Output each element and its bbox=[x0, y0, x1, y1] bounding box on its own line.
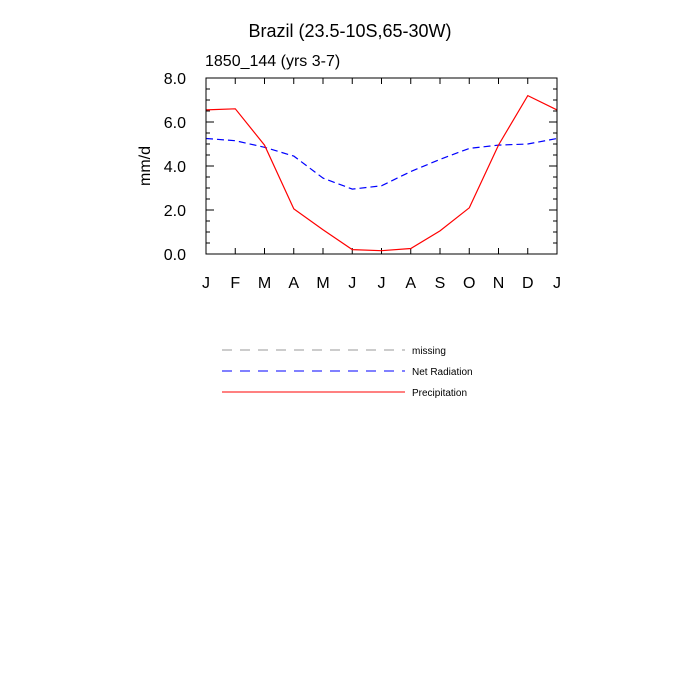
plot-frame bbox=[205, 77, 558, 255]
y-tick-label: 4.0 bbox=[164, 159, 186, 176]
y-tick-labels: 0.0 2.0 4.0 6.0 8.0 bbox=[164, 71, 186, 264]
x-tick-label: M bbox=[258, 275, 271, 292]
y-axis-label: mm/d bbox=[137, 146, 154, 186]
y-tick-label: 6.0 bbox=[164, 115, 186, 132]
x-tick-label: N bbox=[493, 275, 505, 292]
x-tick-label: J bbox=[202, 275, 210, 292]
x-tick-label: J bbox=[378, 275, 386, 292]
chart-title: Brazil (23.5-10S,65-30W) bbox=[248, 21, 451, 41]
x-tick-label: S bbox=[435, 275, 446, 292]
series-line-0 bbox=[205, 137, 558, 190]
legend-label: missing bbox=[412, 346, 446, 357]
x-tick-label: J bbox=[348, 275, 356, 292]
plot-lines bbox=[205, 94, 558, 252]
y-tick-label: 0.0 bbox=[164, 247, 186, 264]
x-tick-label: M bbox=[316, 275, 329, 292]
y-tick-label: 8.0 bbox=[164, 71, 186, 88]
legend-label: Precipitation bbox=[412, 388, 467, 399]
series-line-1 bbox=[205, 94, 558, 252]
x-tick-label: D bbox=[522, 275, 534, 292]
legend-label: Net Radiation bbox=[412, 367, 473, 378]
x-tick-label: F bbox=[230, 275, 240, 292]
y-tick-label: 2.0 bbox=[164, 203, 186, 220]
legend: missing Net Radiation Precipitation bbox=[222, 346, 473, 399]
chart-subtitle: 1850_144 (yrs 3-7) bbox=[205, 53, 340, 70]
x-tick-label: A bbox=[288, 275, 299, 292]
tick-marks bbox=[205, 77, 558, 255]
x-tick-label: A bbox=[405, 275, 416, 292]
x-tick-label: O bbox=[463, 275, 475, 292]
x-tick-label: J bbox=[553, 275, 561, 292]
